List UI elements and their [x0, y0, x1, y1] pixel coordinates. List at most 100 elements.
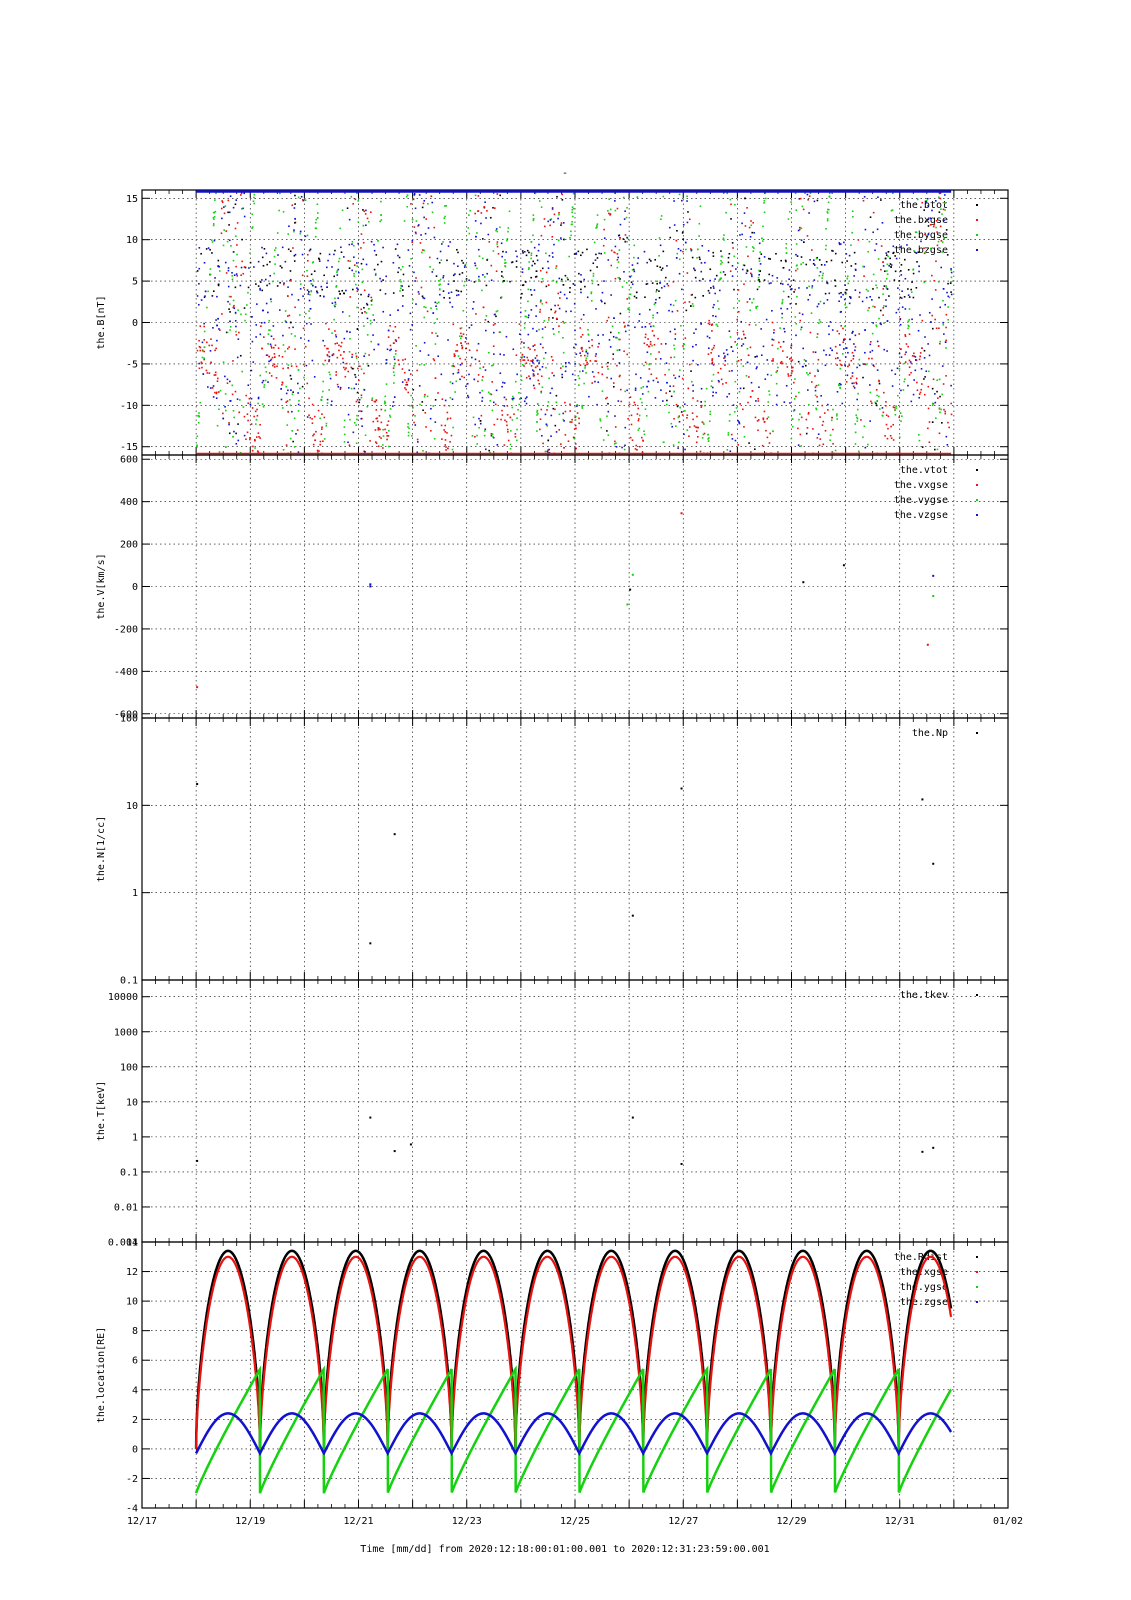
data-point	[554, 408, 556, 411]
data-point	[771, 274, 774, 277]
data-point	[673, 417, 675, 420]
data-point	[572, 207, 575, 210]
data-point	[468, 326, 471, 329]
data-point	[755, 400, 757, 402]
data-point	[745, 272, 748, 275]
data-point	[580, 318, 583, 321]
data-point	[529, 348, 531, 351]
data-point	[392, 405, 394, 407]
data-point	[511, 399, 514, 401]
data-point	[520, 375, 523, 378]
data-point	[552, 279, 555, 282]
data-point	[423, 306, 425, 308]
data-point	[536, 414, 538, 416]
data-point	[581, 407, 584, 409]
data-point	[477, 210, 480, 212]
data-point	[200, 299, 203, 301]
data-point	[800, 328, 802, 331]
data-point	[895, 257, 898, 260]
data-point	[563, 293, 566, 296]
data-point	[932, 1146, 935, 1149]
data-point	[378, 435, 381, 438]
data-point	[950, 268, 952, 270]
data-point	[858, 296, 861, 298]
data-point	[214, 277, 216, 279]
data-point	[296, 429, 299, 431]
x-tick-label: 12/23	[452, 1516, 482, 1527]
data-point	[617, 331, 620, 334]
data-point	[795, 322, 798, 325]
data-point	[393, 382, 395, 384]
data-point	[538, 362, 540, 364]
data-point	[534, 344, 536, 346]
y-tick-label: 10	[126, 1297, 138, 1308]
data-point	[884, 270, 886, 273]
y-tick-label: 0	[132, 582, 138, 593]
data-point	[590, 291, 593, 293]
data-point	[509, 416, 512, 419]
data-point	[708, 323, 711, 326]
data-point	[598, 252, 600, 255]
data-point	[287, 295, 289, 297]
data-point	[826, 219, 829, 222]
data-point	[358, 379, 360, 382]
data-point	[845, 292, 848, 295]
data-point	[929, 223, 932, 226]
data-point	[310, 283, 313, 285]
data-point	[222, 244, 225, 247]
data-point	[491, 364, 493, 367]
data-point	[747, 255, 749, 258]
x-axis-label: Time [mm/dd] from 2020:12:18:00:01:00.00…	[360, 1544, 769, 1555]
data-point	[334, 342, 337, 345]
data-point	[596, 214, 599, 216]
data-point	[226, 378, 229, 381]
data-point	[634, 404, 637, 406]
data-point	[711, 361, 714, 364]
data-point	[401, 285, 403, 287]
data-point	[915, 359, 917, 361]
data-point	[646, 351, 649, 354]
data-point	[545, 252, 547, 255]
data-point	[532, 375, 535, 377]
data-point	[216, 424, 219, 427]
data-point	[506, 239, 508, 242]
data-point	[224, 261, 227, 264]
data-point	[910, 362, 913, 365]
data-point	[263, 386, 265, 388]
data-point	[677, 447, 679, 449]
data-point	[720, 259, 722, 262]
data-point	[912, 393, 915, 396]
data-point	[356, 290, 359, 293]
data-point	[308, 397, 310, 400]
data-point	[287, 315, 289, 317]
data-point	[876, 228, 879, 231]
data-point	[877, 345, 880, 347]
data-point	[355, 357, 358, 359]
data-point	[907, 324, 910, 327]
data-point	[518, 333, 521, 335]
data-point	[836, 390, 839, 393]
data-point	[882, 293, 884, 295]
data-point	[583, 382, 585, 385]
data-point	[489, 393, 491, 395]
data-point	[825, 228, 827, 230]
data-point	[798, 287, 800, 289]
data-point	[453, 365, 455, 368]
data-point	[398, 363, 400, 366]
data-point	[737, 310, 740, 313]
data-point	[411, 218, 414, 221]
data-point	[729, 198, 732, 201]
data-point	[200, 361, 203, 364]
data-point	[534, 276, 537, 278]
data-point	[243, 192, 246, 195]
data-point	[900, 389, 902, 392]
data-point	[750, 224, 753, 227]
data-point	[432, 312, 435, 314]
data-point	[777, 366, 779, 369]
data-point	[217, 283, 220, 286]
data-point	[816, 437, 819, 439]
data-point	[309, 416, 312, 419]
data-point	[853, 382, 855, 384]
data-point	[417, 291, 420, 293]
data-point	[882, 306, 885, 309]
